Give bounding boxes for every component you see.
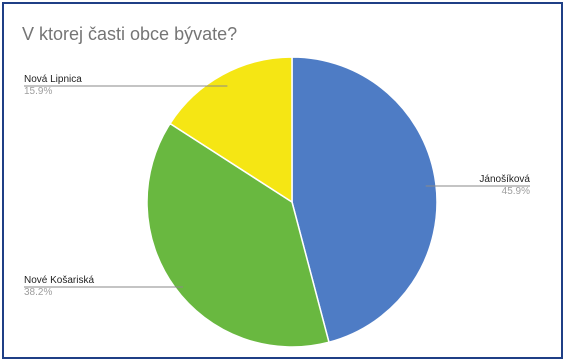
leader-lines — [24, 85, 530, 288]
chart-title: V ktorej časti obce bývate? — [22, 24, 238, 44]
slice-percent-label: 45.9% — [502, 186, 530, 197]
slice-percent-label: 38.2% — [24, 287, 52, 298]
slice-label: Nová Lipnica — [24, 74, 82, 85]
slice-label: Jánošíková — [479, 174, 530, 185]
slice-label: Nové Košariská — [24, 275, 94, 286]
pie-slice-jánošíková — [291, 56, 438, 344]
pie-slice-nová-lipnica — [169, 56, 293, 204]
pie-slices — [146, 56, 438, 348]
slice-percent-label: 15.9% — [24, 86, 52, 97]
